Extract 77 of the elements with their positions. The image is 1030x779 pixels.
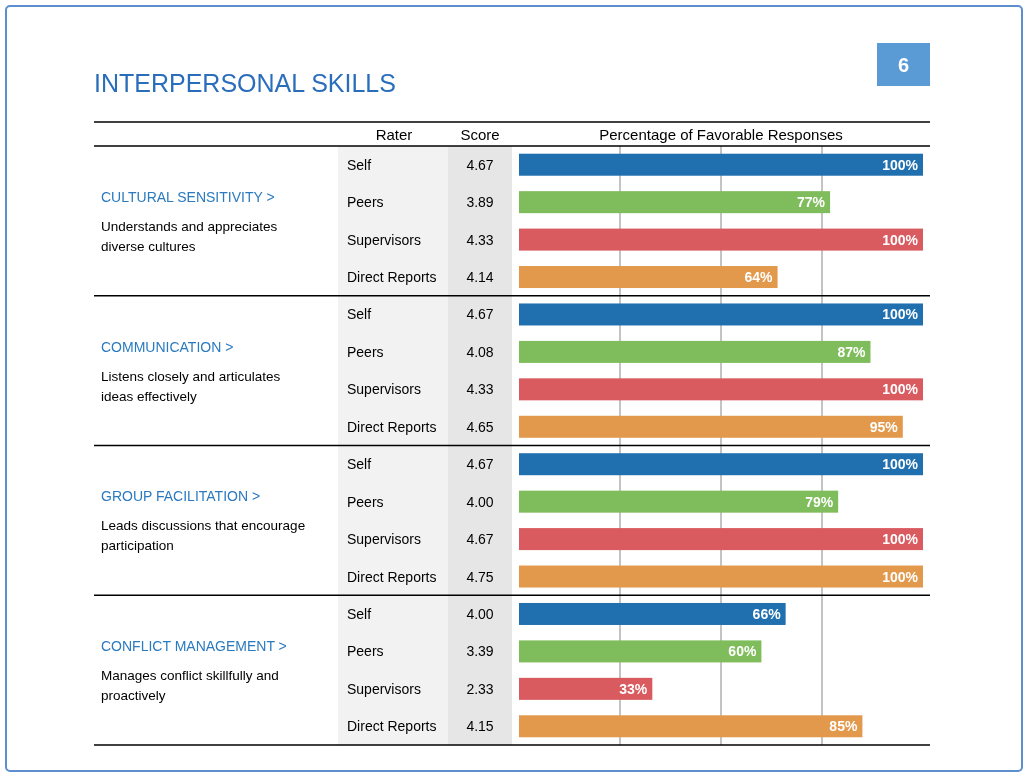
x-axis-title: Percentage of Favorable Responses: [599, 126, 843, 143]
data-label: 100%: [882, 531, 919, 548]
text: 4.65: [466, 418, 494, 435]
y-tick-label: Self: [347, 306, 372, 323]
bar: [519, 715, 863, 738]
bar: [519, 191, 831, 214]
data-label: 100%: [882, 456, 919, 473]
bar: [519, 565, 923, 588]
y-tick-label: Self: [347, 156, 372, 173]
data-label: 64%: [744, 269, 774, 286]
text: 4.33: [466, 381, 494, 398]
bar: [519, 378, 923, 401]
data-label: 66%: [752, 605, 782, 622]
text: 4.75: [466, 568, 494, 585]
data-label: 100%: [882, 381, 919, 398]
text: 4.00: [466, 605, 494, 622]
bar: [519, 153, 923, 176]
text: 4.67: [466, 531, 494, 548]
text: INTERPERSONAL SKILLS: [94, 69, 396, 97]
text: COMMUNICATION >: [101, 338, 234, 355]
text: Manages conflict skillfully and proactively: [101, 668, 279, 704]
data-label: 87%: [837, 343, 867, 360]
text: 6: [897, 54, 910, 76]
bar: [519, 602, 786, 625]
text: 4.33: [466, 231, 494, 248]
bar: [519, 303, 923, 326]
text: 4.15: [466, 718, 494, 735]
y-tick-label: Peers: [347, 343, 384, 360]
text: 4.14: [466, 269, 494, 286]
bar: [519, 490, 839, 513]
y-tick-label: Direct Reports: [347, 418, 437, 435]
text: CULTURAL SENSITIVITY >: [101, 188, 275, 205]
bar: [519, 340, 871, 363]
y-tick-label: Peers: [347, 493, 384, 510]
y-tick-label: Supervisors: [347, 680, 421, 697]
data-label: 100%: [882, 306, 919, 323]
text: 2.33: [466, 680, 494, 697]
data-label: 60%: [728, 643, 757, 660]
text: 4.08: [466, 343, 494, 360]
y-tick-label: Supervisors: [347, 381, 421, 398]
y-tick-label: Peers: [347, 194, 384, 211]
text: Leads discussions that encourage participation: [101, 518, 306, 554]
y-tick-label: Supervisors: [347, 531, 421, 548]
text: 3.89: [466, 194, 494, 211]
data-label: 85%: [829, 718, 858, 735]
text: 3.39: [466, 643, 494, 660]
bar: [519, 677, 653, 700]
bar: [519, 415, 903, 438]
y-tick-label: Supervisors: [347, 231, 421, 248]
data-label: 100%: [882, 156, 919, 173]
bar: [519, 528, 923, 551]
text: GROUP FACILITATION >: [101, 488, 261, 505]
y-tick-label: Peers: [347, 643, 384, 660]
y-tick-label: Self: [347, 456, 372, 473]
text: 4.67: [466, 456, 494, 473]
text: Understands and appreciates diverse cultures: [101, 218, 278, 254]
y-tick-label: Direct Reports: [347, 269, 437, 286]
text: Score: [460, 126, 500, 143]
text: 4.67: [466, 306, 494, 323]
y-tick-label: Self: [347, 605, 372, 622]
bar: [519, 266, 778, 289]
data-label: 79%: [805, 493, 834, 510]
bar: [519, 228, 923, 251]
data-label: 33%: [619, 680, 648, 697]
data-label: 100%: [882, 231, 919, 248]
data-label: 100%: [882, 568, 919, 585]
y-tick-label: Direct Reports: [347, 718, 437, 735]
data-label: 77%: [797, 194, 826, 211]
y-axis-title: Rater: [375, 126, 413, 143]
text: CONFLICT MANAGEMENT >: [101, 638, 287, 655]
text: Listens closely and articulates ideas effectively: [101, 368, 281, 404]
y-tick-label: Direct Reports: [347, 568, 437, 585]
data-label: 95%: [869, 418, 899, 435]
bar: [519, 640, 762, 663]
bar: [519, 453, 923, 476]
text: 4.00: [466, 493, 494, 510]
text: 4.67: [466, 156, 494, 173]
